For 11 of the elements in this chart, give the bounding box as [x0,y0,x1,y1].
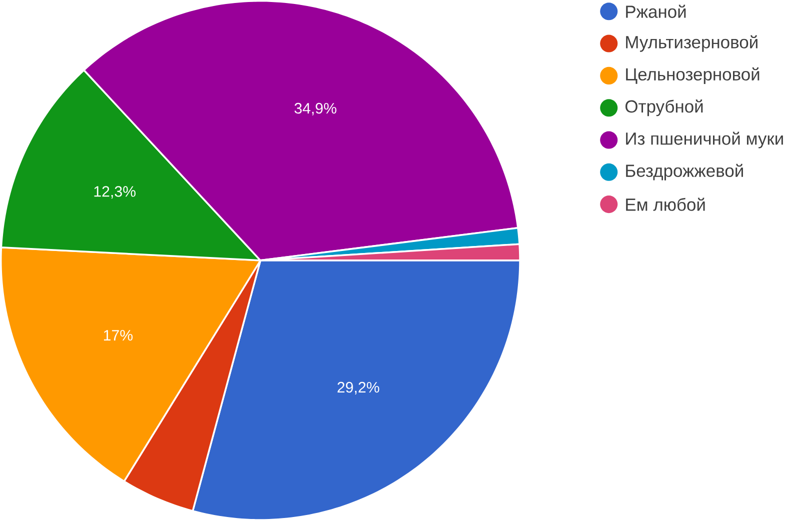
legend-label: Ем любой [626,198,705,211]
legend-label: Мультизерновой [626,35,758,52]
legend-label: Отрубной [625,100,703,116]
legend-label: Ржаной [626,4,686,18]
data-label: 29,2% [338,382,380,395]
data-label: 12,3% [94,186,136,199]
legend-label: Цельнозерновой [626,67,760,84]
data-label: 34,9% [294,102,336,116]
legend-label: Из пшеничной муки [626,132,783,148]
legend-label: Бездрожжевой [626,164,743,180]
data-label: 17% [104,330,133,341]
